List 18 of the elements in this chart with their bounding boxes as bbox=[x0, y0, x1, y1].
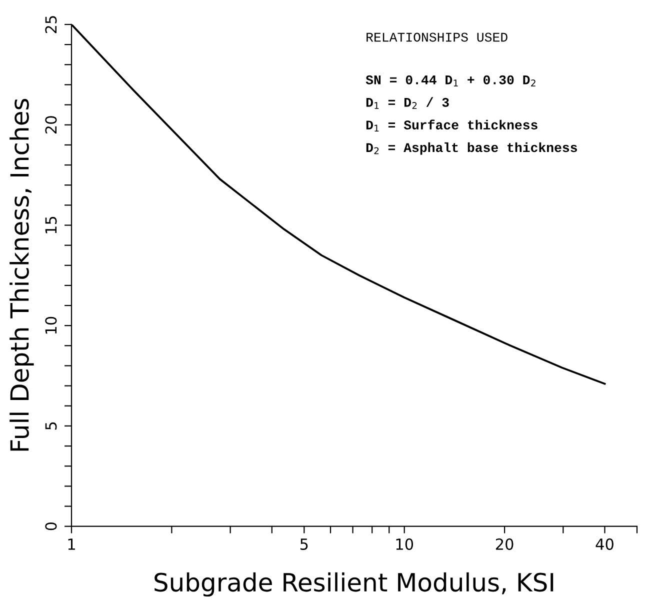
x-tick-label: 1 bbox=[68, 538, 75, 550]
x-tick-label: 5 bbox=[300, 538, 308, 550]
y-tick-label: 25 bbox=[45, 16, 57, 34]
y-tick-label: 10 bbox=[45, 316, 57, 334]
y-axis-title: Full Depth Thickness, Inches bbox=[10, 98, 34, 451]
x-tick-label: 20 bbox=[496, 538, 514, 550]
x-tick-label: 10 bbox=[396, 538, 414, 550]
x-axis-title: Subgrade Resilient Modulus, KSI bbox=[154, 572, 554, 597]
annotation: D$_{1}$ = D$_{2}$ / 3 bbox=[366, 97, 449, 109]
y-tick-label: 5 bbox=[45, 422, 57, 430]
annotation: RELATIONSHIPS USED bbox=[366, 32, 508, 42]
y-tick-label: 15 bbox=[45, 216, 57, 234]
y-tick-label: 0 bbox=[45, 522, 57, 530]
y-tick-label: 20 bbox=[45, 116, 57, 134]
annotation: SN = 0.44 D$_{1}$ + 0.30 D$_{2}$ bbox=[366, 75, 536, 86]
annotation: D$_{2}$ = Asphalt base thickness bbox=[366, 142, 577, 155]
x-tick-label: 40 bbox=[596, 538, 614, 550]
annotation: D$_{1}$ = Surface thickness bbox=[366, 120, 538, 132]
